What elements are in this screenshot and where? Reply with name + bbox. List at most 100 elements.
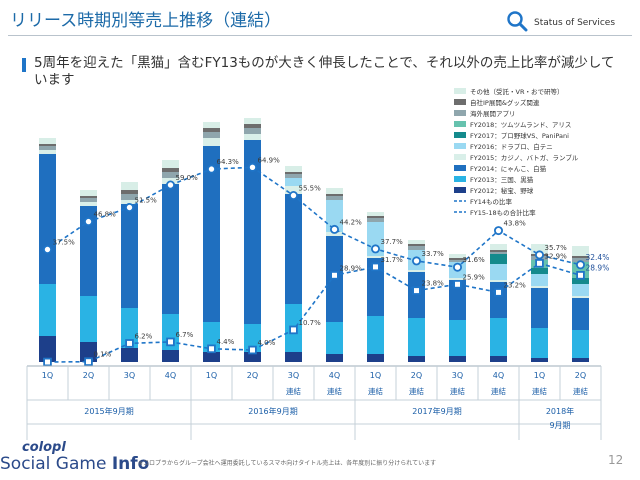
line-point xyxy=(330,270,339,280)
legend-swatch xyxy=(454,121,466,127)
bar-segment xyxy=(39,284,56,336)
bar-segment xyxy=(80,296,97,342)
line-point xyxy=(206,164,216,174)
legend-swatch xyxy=(454,154,466,160)
bar-segment xyxy=(367,212,384,216)
tick-sub-label: 連結 xyxy=(409,386,424,396)
bar-segment xyxy=(490,244,507,250)
bar-segment xyxy=(244,134,261,140)
bar-segment xyxy=(367,218,384,222)
bar-segment xyxy=(244,128,261,134)
bar-segment xyxy=(162,184,179,314)
tick-label: 2Q xyxy=(575,371,586,380)
bar-segment xyxy=(572,296,589,298)
line-point xyxy=(248,345,257,355)
legend-label: FY2015：カジノ、バトガ、ランブル xyxy=(470,153,579,162)
line-point xyxy=(84,217,94,227)
period-label: 2015年9月期 xyxy=(84,406,133,416)
data-label: 59.0% xyxy=(176,174,199,182)
bar-segment xyxy=(531,274,548,286)
line-point xyxy=(288,190,298,200)
legend-swatch xyxy=(454,99,466,105)
bar-segment xyxy=(162,168,179,172)
data-label: 25.9% xyxy=(463,273,486,281)
line-point xyxy=(453,279,462,289)
bar-segment xyxy=(203,352,220,362)
bar-segment xyxy=(203,122,220,128)
bar-segment xyxy=(449,278,466,280)
bar-segment xyxy=(285,166,302,172)
bar-segment xyxy=(203,146,220,322)
data-label: 46.8% xyxy=(94,211,117,219)
data-label: 31.6% xyxy=(463,256,486,264)
data-label: 43.8% xyxy=(504,220,527,228)
bar-segment xyxy=(326,322,343,354)
bar-segment xyxy=(572,278,589,284)
status-of-services-link[interactable]: Status of Services xyxy=(506,10,615,35)
line-point xyxy=(412,286,421,295)
data-label: 32.4% xyxy=(586,253,610,262)
line-point xyxy=(43,357,52,367)
legend-label: FY2016：ドラプロ、白テニ xyxy=(470,142,553,151)
bar-segment xyxy=(572,258,589,262)
period-label: 9月期 xyxy=(549,421,570,430)
bar-segment xyxy=(39,154,56,284)
bar-segment xyxy=(531,328,548,358)
lead-marker xyxy=(22,58,26,72)
bar-segment xyxy=(490,356,507,362)
sales-chart: 37.5% 46.8% 51.5% 59.0% 64.3% 64.9% 55.5% 44.2%… xyxy=(26,87,610,440)
bar-segment xyxy=(244,140,261,324)
footnote: ※コロプラからグループ会社へ運用委託しているスマホ向けタイトル売上は、各年度別に… xyxy=(138,460,437,467)
bar-segment xyxy=(162,172,179,178)
bar-segment xyxy=(285,172,302,174)
bar-segment xyxy=(531,286,548,288)
tick-sub-label: 連結 xyxy=(368,386,383,396)
legend-swatch xyxy=(454,165,466,171)
bar-segment xyxy=(326,194,343,196)
bar-segment xyxy=(39,336,56,362)
data-label: 32.9% xyxy=(545,252,568,260)
data-label: 23.8% xyxy=(422,280,445,288)
line-point xyxy=(247,162,257,172)
data-label: 23.2% xyxy=(504,281,527,289)
legend-label: 海外展開アプリ xyxy=(470,109,516,118)
bar-segment xyxy=(162,350,179,362)
data-label: 0.1% xyxy=(94,351,112,359)
bar-segment xyxy=(490,280,507,282)
tick-label: 4Q xyxy=(165,371,176,380)
logo-bottom-regular: Social Game xyxy=(0,454,112,474)
bar-segment xyxy=(285,194,302,304)
legend-label: FY14もの比率 xyxy=(470,197,512,206)
bar-segment xyxy=(572,298,589,330)
bar-segment xyxy=(80,196,97,198)
bar-segment xyxy=(285,352,302,362)
line-point xyxy=(411,256,421,266)
bar-segment xyxy=(531,244,548,254)
data-label: 37.5% xyxy=(53,239,76,247)
bar-segment xyxy=(408,240,425,244)
page-title: リリース時期別等売上推移（連結） xyxy=(10,11,282,31)
bar-segment xyxy=(326,188,343,194)
bar-segment xyxy=(449,320,466,356)
line-point xyxy=(535,258,544,268)
data-label: 64.9% xyxy=(258,156,281,164)
legend-label: FY2012：秘宝、野球 xyxy=(470,186,534,195)
tick-label: 3Q xyxy=(288,371,299,380)
bar-segment xyxy=(367,354,384,362)
data-label: 28.9% xyxy=(586,263,610,272)
bar-segment xyxy=(80,190,97,196)
legend-swatch xyxy=(454,132,466,138)
bar-segment xyxy=(531,358,548,362)
bar-segment xyxy=(80,198,97,202)
period-label: 2016年9月期 xyxy=(248,406,297,416)
bar-segment xyxy=(121,182,138,190)
bar-segment xyxy=(326,232,343,236)
bar-segment xyxy=(285,174,302,178)
bar-segment xyxy=(449,258,466,260)
search-icon xyxy=(506,10,528,35)
bar-segment xyxy=(531,268,548,274)
line-point xyxy=(494,288,503,297)
data-label: 31.7% xyxy=(381,256,404,264)
logo-top: colopl xyxy=(22,440,66,455)
bar-segment xyxy=(531,288,548,328)
